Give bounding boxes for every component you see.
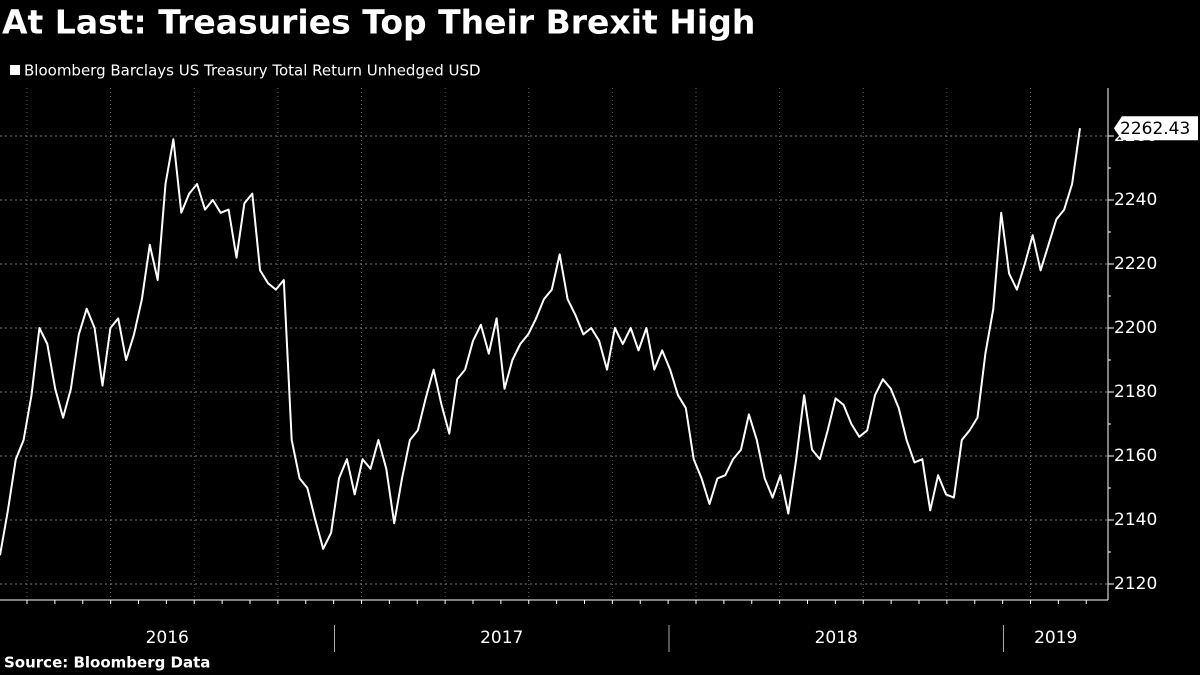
legend-swatch	[10, 65, 20, 75]
x-tick-label: 2018	[815, 628, 858, 648]
x-tick-label: 2017	[480, 628, 523, 648]
y-tick-label: 2220	[1114, 254, 1157, 274]
legend-label: Bloomberg Barclays US Treasury Total Ret…	[24, 62, 481, 80]
y-tick-label: 2160	[1114, 446, 1157, 466]
x-tick-label: 2016	[146, 628, 189, 648]
chart-title: At Last: Treasuries Top Their Brexit Hig…	[2, 3, 755, 42]
x-tick-label: 2019	[1034, 628, 1077, 648]
last-value-label: 2262.43	[1120, 119, 1190, 139]
y-tick-label: 2120	[1114, 574, 1157, 594]
y-tick-label: 2180	[1114, 382, 1157, 402]
y-tick-label: 2240	[1114, 190, 1157, 210]
y-tick-label: 2140	[1114, 510, 1157, 530]
source: Source: Bloomberg Data	[4, 654, 210, 672]
last-value-box	[1114, 116, 1198, 141]
line	[0, 128, 1081, 556]
y-tick-label: 2200	[1114, 318, 1157, 338]
